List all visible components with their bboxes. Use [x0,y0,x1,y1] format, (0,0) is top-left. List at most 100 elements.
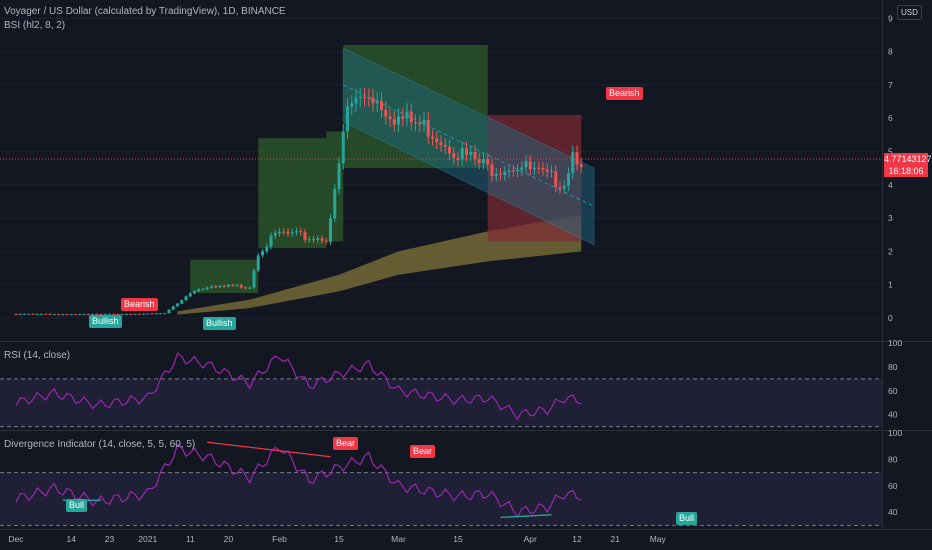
channel-midline [343,84,595,207]
time-axis-label: 20 [224,534,234,544]
candle-body [409,111,413,123]
moving-average-band [177,214,582,315]
candle-body [40,313,43,315]
candle-body [74,314,77,316]
candle-body [82,313,86,315]
currency-badge[interactable]: USD [897,5,922,20]
candle-body [562,185,566,189]
bsi-indicator-legend[interactable]: BSI (hl2, 8, 2) [4,20,66,31]
chart-title: Voyager / US Dollar (calculated by Tradi… [4,6,286,17]
rsi-tick-label: 60 [888,386,898,396]
candle-body [545,169,549,172]
bear-divergence-label: Bear [333,437,359,450]
candle-body [533,167,536,170]
candle-body [473,152,477,160]
time-axis-label: Dec [8,534,24,544]
divergence-tick-label: 80 [888,454,898,464]
price-tick-label: 4 [888,180,893,190]
candle-body [256,255,260,271]
candle-body [316,238,320,241]
candle-body [184,296,188,301]
price-tick-label: 6 [888,113,893,123]
bull-divergence-label: Bull [676,512,698,525]
time-axis-label: Feb [272,534,287,544]
candle-body [405,111,409,119]
bullish-signal-label: Bullish [89,315,122,328]
candle-body [120,313,124,315]
candle-body [163,313,167,315]
divergence-legend[interactable]: Divergence Indicator (14, close, 5, 5, 6… [4,439,196,450]
candle-body [439,142,443,146]
candle-body [443,145,447,147]
price-tick-label: 9 [888,13,893,23]
candle-body [550,171,553,173]
time-axis-label: Mar [391,534,406,544]
candle-body [346,106,349,132]
rsi-line [15,352,582,421]
candle-body [95,313,99,315]
candle-body [494,173,498,176]
candle-body [176,303,179,307]
candle-body [341,131,345,164]
candle-body [61,314,65,316]
candle-body [133,313,137,315]
candle-body [516,169,519,172]
candle-body [35,313,39,315]
candle-body [146,313,150,315]
candle-body [65,314,69,316]
divergence-tick-label: 60 [888,481,898,491]
candle-body [371,97,375,104]
candle-body [69,314,73,316]
price-tick-label: 1 [888,280,893,290]
candle-body [14,314,18,316]
time-axis-label: 14 [67,534,77,544]
candle-body [541,167,545,170]
candle-body [167,309,171,314]
candle-body [499,173,502,175]
candle-body [431,136,434,139]
candle-body [469,152,473,155]
bear-divergence-label: Bear [410,445,436,458]
candle-body [248,287,252,289]
candle-body [350,103,354,107]
candle-body [218,286,222,288]
time-axis-label: 11 [186,534,195,544]
candle-body [414,122,417,124]
candle-body [354,97,358,104]
candle-body [503,171,507,175]
candle-body [44,313,48,315]
candle-body [397,116,400,125]
candle-body [571,152,575,174]
time-axis-label: Apr [524,534,537,544]
candle-body [193,291,196,294]
candle-body [48,313,52,315]
time-axis-label: 15 [453,534,463,544]
candle-body [231,284,235,286]
candle-body [456,158,460,160]
candle-body [52,314,56,316]
bsi-range-band [190,259,259,294]
price-tick-label: 8 [888,47,893,57]
candle-body [358,96,362,98]
candle-body [154,313,158,315]
candle-body [511,170,515,172]
candle-body [367,97,371,99]
candle-body [129,313,133,315]
candle-body [520,167,524,170]
candle-body [222,286,226,288]
candle-body [567,173,570,186]
candle-body [392,119,396,125]
bearish-signal-label: Bearish [606,87,643,100]
price-tick-label: 3 [888,213,893,223]
candle-body [171,306,175,310]
candle-body [137,313,141,315]
rsi-legend[interactable]: RSI (14, close) [4,350,71,361]
time-axis-label: 2021 [138,534,157,544]
candle-body [27,313,31,315]
candle-body [324,240,328,242]
countdown-tag: 16:18:06 [884,165,928,177]
candle-body [210,286,213,288]
candle-body [312,239,315,241]
candle-body [452,153,456,159]
